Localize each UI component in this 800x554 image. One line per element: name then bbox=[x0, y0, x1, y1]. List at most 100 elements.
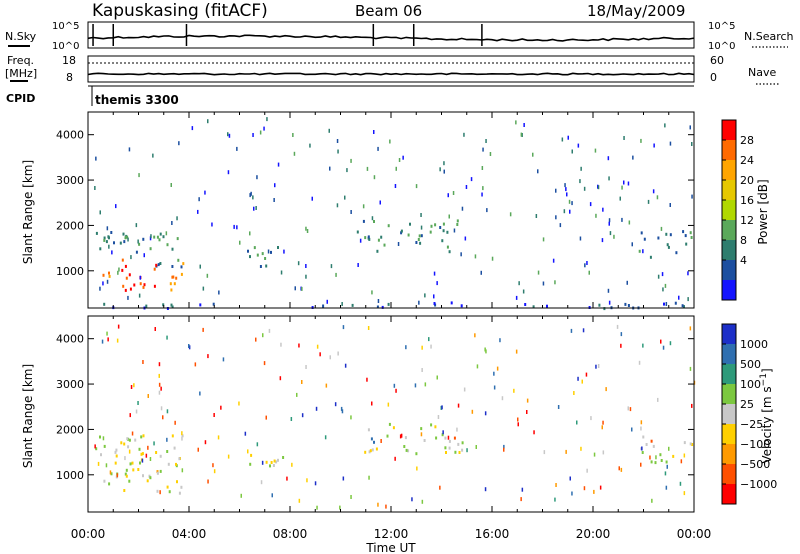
range-cell-sparse bbox=[607, 156, 610, 161]
colorbar-swatch-5 bbox=[722, 424, 736, 445]
range-cell-sparse bbox=[641, 446, 643, 451]
range-cell-sparse bbox=[568, 199, 571, 204]
range-cell-sparse bbox=[571, 149, 573, 154]
range-cell bbox=[135, 250, 138, 254]
range-cell-sparse bbox=[557, 405, 560, 409]
range-cell-sparse bbox=[657, 274, 660, 279]
range-cell-sparse bbox=[350, 415, 352, 420]
range-cell-sparse bbox=[481, 192, 483, 197]
range-cell bbox=[123, 442, 126, 446]
range-cell-sparse bbox=[463, 132, 465, 137]
range-cell-sparse bbox=[286, 476, 288, 481]
range-cell-sparse bbox=[149, 236, 152, 241]
range-cell-sparse bbox=[523, 123, 525, 127]
range-cell bbox=[121, 258, 124, 262]
range-cell-sparse bbox=[362, 204, 365, 209]
range-cell-sparse bbox=[520, 497, 522, 502]
x-tick-label-4: 16:00 bbox=[475, 527, 510, 541]
range-cell-sparse bbox=[640, 420, 643, 425]
range-cell-sparse bbox=[532, 152, 534, 157]
range-cell bbox=[173, 282, 176, 286]
range-cell bbox=[532, 305, 535, 309]
range-cell-sparse bbox=[443, 161, 445, 166]
range-cell-sparse bbox=[256, 442, 259, 447]
range-cell bbox=[121, 268, 124, 272]
noise-panel-frame bbox=[87, 21, 695, 49]
range-cell-sparse bbox=[593, 489, 595, 494]
range-cell bbox=[657, 236, 660, 240]
range-cell-sparse bbox=[357, 263, 359, 267]
range-cell bbox=[128, 479, 131, 483]
range-cell-sparse bbox=[181, 436, 183, 441]
range-cell-sparse bbox=[509, 212, 512, 217]
range-cell-sparse bbox=[115, 204, 117, 209]
x-tick-label-0: 00:00 bbox=[71, 527, 106, 541]
range-cell bbox=[178, 457, 181, 461]
range-cell-sparse bbox=[447, 193, 449, 198]
range-cell bbox=[265, 264, 268, 268]
range-cell bbox=[691, 443, 694, 446]
range-cell-sparse bbox=[485, 349, 487, 354]
range-cell-sparse bbox=[415, 184, 418, 189]
range-cell-sparse bbox=[601, 238, 604, 243]
range-cell bbox=[157, 263, 160, 267]
range-cell-sparse bbox=[207, 354, 209, 359]
range-cell bbox=[423, 439, 426, 442]
range-cell-sparse bbox=[627, 406, 629, 411]
range-cell bbox=[253, 246, 256, 250]
range-cell bbox=[456, 219, 459, 223]
range-cell-sparse bbox=[597, 185, 600, 190]
range-cell-sparse bbox=[129, 413, 131, 418]
range-cell bbox=[351, 303, 354, 307]
range-cell-sparse bbox=[160, 406, 163, 411]
range-cell bbox=[660, 459, 663, 462]
range-cell bbox=[461, 448, 464, 452]
cpid-value: themis 3300 bbox=[95, 93, 179, 107]
x-tick-label-6: 00:00 bbox=[677, 527, 712, 541]
range-cell-sparse bbox=[197, 209, 199, 214]
range-cell-sparse bbox=[460, 252, 462, 257]
range-cell bbox=[122, 284, 125, 288]
range-cell-sparse bbox=[691, 142, 693, 146]
range-cell-sparse bbox=[452, 191, 455, 195]
colorbar-swatch-2 bbox=[722, 160, 736, 181]
range-cell bbox=[461, 441, 464, 445]
range-cell bbox=[166, 485, 169, 489]
range-cell bbox=[407, 233, 410, 237]
range-cell-sparse bbox=[581, 379, 583, 384]
range-cell-sparse bbox=[563, 209, 566, 214]
range-cell bbox=[140, 452, 143, 456]
range-cell-sparse bbox=[377, 502, 379, 507]
range-cell-sparse bbox=[178, 141, 180, 146]
range-cell bbox=[155, 263, 158, 267]
colorbar-swatch-4 bbox=[722, 200, 736, 221]
range-cell-sparse bbox=[664, 471, 667, 476]
range-cell bbox=[640, 231, 643, 235]
x-axis-label: Time UT bbox=[365, 541, 416, 554]
range-cell bbox=[170, 288, 173, 292]
range-cell bbox=[265, 460, 268, 464]
range-cell-sparse bbox=[158, 373, 160, 378]
range-cell-sparse bbox=[665, 485, 668, 490]
range-cell-sparse bbox=[166, 437, 168, 442]
range-cell-sparse bbox=[145, 453, 148, 458]
range-cell-sparse bbox=[420, 432, 423, 437]
range-cell-sparse bbox=[138, 173, 140, 178]
range-cell-sparse bbox=[668, 446, 670, 451]
power-scatter bbox=[94, 117, 693, 311]
range-cell-sparse bbox=[433, 294, 435, 299]
range-cell-sparse bbox=[262, 333, 264, 338]
range-cell-sparse bbox=[608, 176, 610, 181]
ytick-label-2: 3000 bbox=[56, 378, 84, 391]
range-cell-sparse bbox=[249, 193, 251, 198]
range-cell-sparse bbox=[493, 385, 496, 390]
range-cell-sparse bbox=[463, 387, 466, 392]
range-cell-sparse bbox=[260, 480, 263, 485]
range-cell-sparse bbox=[526, 398, 529, 403]
ytick-label-1: 2000 bbox=[56, 423, 84, 436]
range-cell-sparse bbox=[571, 201, 573, 206]
colorbar-label-3: 16 bbox=[740, 194, 754, 207]
range-cell-sparse bbox=[212, 463, 214, 468]
range-cell-sparse bbox=[199, 264, 201, 269]
range-cell-sparse bbox=[105, 463, 108, 468]
